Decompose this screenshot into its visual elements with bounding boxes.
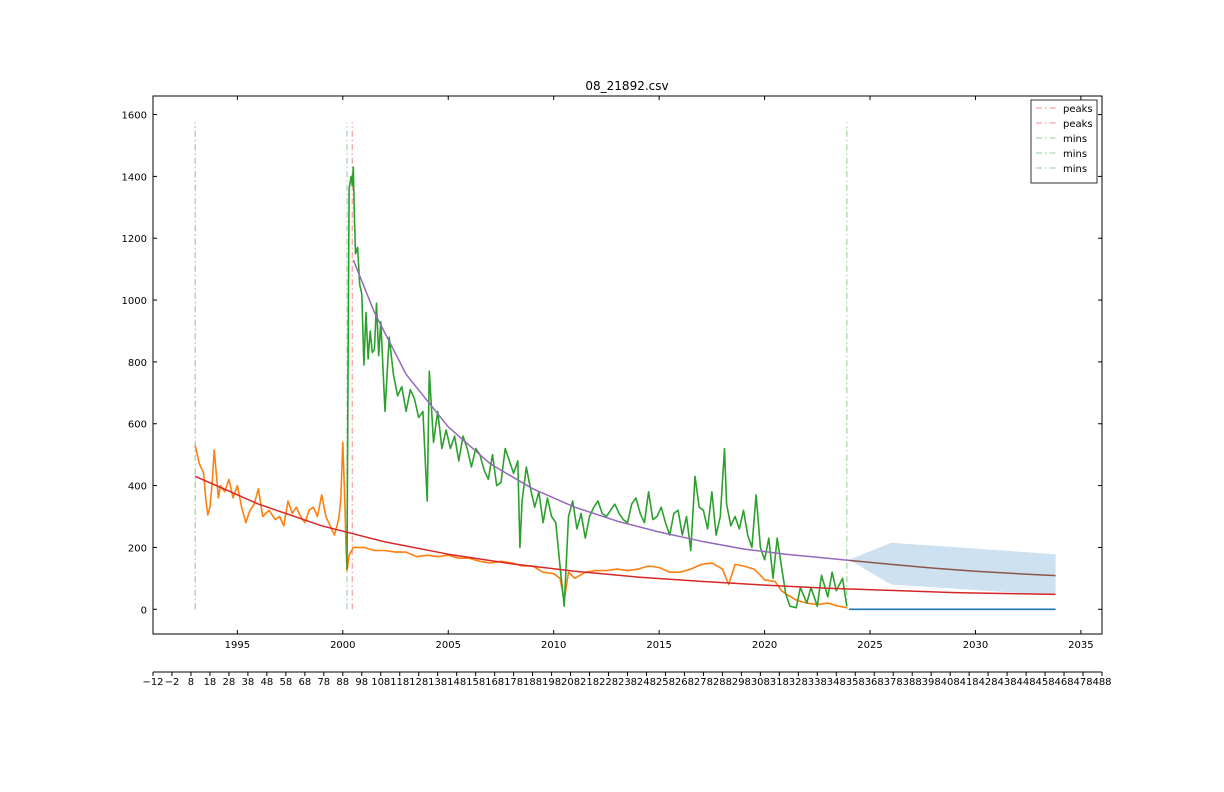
legend-box: [1030, 99, 1098, 184]
x2-tick-label: 48: [261, 677, 274, 688]
x2-tick-label: 158: [466, 677, 485, 688]
x2-tick-label: 28: [223, 677, 236, 688]
legend-label: mins: [1063, 134, 1087, 145]
x2-tick-label: 38: [242, 677, 255, 688]
y-tick-label: 1600: [122, 111, 147, 122]
y-tick-label: 600: [128, 420, 147, 431]
x2-tick-label: 258: [656, 677, 675, 688]
y-tick-label: 0: [141, 605, 147, 616]
x2-tick-label: 138: [428, 677, 447, 688]
x2-tick-label: 428: [979, 677, 998, 688]
marker-lines: [194, 122, 848, 610]
y-tick-label: 400: [128, 482, 147, 493]
x2-tick-label: 338: [808, 677, 827, 688]
x2-tick-label: −12: [142, 677, 163, 688]
legend-label: mins: [1063, 149, 1087, 160]
y-tick-label: 1400: [122, 172, 147, 183]
x2-tick-label: 458: [1036, 677, 1055, 688]
x2-tick-label: 418: [960, 677, 979, 688]
x2-tick-label: 388: [903, 677, 922, 688]
x-tick-label: 2000: [330, 640, 355, 651]
x2-tick-label: 298: [732, 677, 751, 688]
x2-tick-label: 228: [599, 677, 618, 688]
y-tick-label: 1200: [122, 234, 147, 245]
x2-tick-label: 398: [922, 677, 941, 688]
x2-tick-label: 218: [580, 677, 599, 688]
x2-tick-label: 248: [637, 677, 656, 688]
x2-tick-label: 238: [618, 677, 637, 688]
x-tick-label: 2020: [752, 640, 777, 651]
x2-tick-label: 198: [542, 677, 561, 688]
legend-label: peaks: [1063, 119, 1093, 130]
x2-tick-label: 408: [941, 677, 960, 688]
x2-tick-label: 58: [279, 677, 292, 688]
x-tick-label: 2025: [857, 640, 882, 651]
x2-tick-label: 448: [1017, 677, 1036, 688]
x2-tick-label: 98: [355, 677, 368, 688]
series-line-2: [194, 475, 1056, 596]
legend-label: mins: [1063, 164, 1087, 175]
x2-tick-label: −2: [165, 677, 180, 688]
chart-title: 08_21892.csv: [585, 79, 668, 93]
x2-tick-label: 348: [827, 677, 846, 688]
x2-tick-label: 378: [884, 677, 903, 688]
x-axis: 1995 2000 2005 2010 2015 2020 2025 2030 2035: [225, 96, 1094, 651]
plot-area: [152, 95, 1103, 635]
x2-tick-label: 148: [447, 677, 466, 688]
x-tick-label: 1995: [225, 640, 250, 651]
x2-tick-label: 68: [298, 677, 311, 688]
x2-tick-label: 278: [694, 677, 713, 688]
x2-tick-label: 168: [485, 677, 504, 688]
y-tick-label: 1000: [122, 296, 147, 307]
x2-tick-label: 438: [998, 677, 1017, 688]
x2-tick-label: 358: [846, 677, 865, 688]
x2-tick-label: 108: [371, 677, 390, 688]
y-tick-label: 800: [128, 358, 147, 369]
series-line-3: [352, 259, 849, 562]
x-tick-label: 2015: [646, 640, 671, 651]
x2-tick-label: 78: [317, 677, 330, 688]
x2-tick-label: 88: [336, 677, 349, 688]
x2-tick-label: 8: [188, 677, 194, 688]
x2-tick-label: 308: [751, 677, 770, 688]
x2-tick-label: 118: [390, 677, 409, 688]
x2-tick-label: 128: [409, 677, 428, 688]
y-tick-label: 200: [128, 543, 147, 554]
x-tick-label: 2030: [963, 640, 988, 651]
x-tick-label: 2035: [1068, 640, 1093, 651]
x2-tick-label: 478: [1073, 677, 1092, 688]
x2-tick-label: 188: [523, 677, 542, 688]
x2-tick-label: 468: [1054, 677, 1073, 688]
x2-tick-label: 488: [1092, 677, 1111, 688]
x-tick-label: 2010: [541, 640, 566, 651]
x2-tick-label: 208: [561, 677, 580, 688]
x2-tick-label: 18: [204, 677, 217, 688]
series-lines: [194, 166, 1056, 611]
x2-tick-label: 288: [713, 677, 732, 688]
legend-label: peaks: [1063, 104, 1093, 115]
legend: peaks peaks mins mins mins: [1030, 99, 1098, 184]
x2-tick-label: 328: [789, 677, 808, 688]
x-tick-label: 2005: [436, 640, 461, 651]
x2-tick-label: 318: [770, 677, 789, 688]
y-axis: 0 200 400 600 800 1000 1200 1400 1600: [122, 111, 1102, 616]
x2-tick-label: 178: [504, 677, 523, 688]
x2-tick-label: 368: [865, 677, 884, 688]
secondary-x-axis: −12 −2 8 18 28 38 48 58 68 78 88 98 108 118 128 138 148 1…: [142, 671, 1112, 688]
series-line-1: [346, 166, 848, 609]
x2-tick-label: 268: [675, 677, 694, 688]
series-line-4: [848, 559, 1056, 577]
